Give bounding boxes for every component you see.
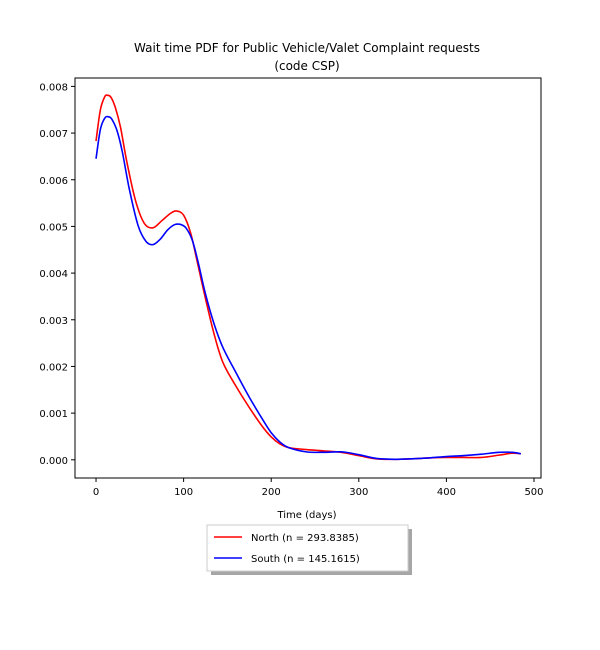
y-tick-label: 0.007 bbox=[39, 129, 68, 140]
y-tick-label: 0.003 bbox=[39, 316, 68, 327]
y-tick-label: 0.001 bbox=[39, 409, 68, 420]
plot-lines bbox=[95, 94, 521, 461]
series-line-south bbox=[95, 115, 521, 461]
y-tick-label: 0.006 bbox=[39, 176, 68, 187]
plot-area-frame bbox=[74, 77, 542, 479]
x-axis-ticks: 0 100 200 300 400 500 bbox=[93, 478, 544, 498]
chart-title-line1: Wait time PDF for Public Vehicle/Valet C… bbox=[134, 41, 480, 55]
x-tick-label: 500 bbox=[524, 487, 543, 498]
y-tick-label: 0.008 bbox=[39, 82, 68, 93]
legend-label-north: North (n = 293.8385) bbox=[251, 533, 359, 544]
y-tick-label: 0.000 bbox=[39, 456, 68, 467]
chart-title-line2: (code CSP) bbox=[274, 59, 339, 73]
legend-label-south: South (n = 145.1615) bbox=[251, 554, 360, 565]
x-tick-label: 100 bbox=[174, 487, 193, 498]
x-tick-label: 400 bbox=[437, 487, 456, 498]
y-tick-label: 0.004 bbox=[39, 269, 68, 280]
x-tick-label: 0 bbox=[93, 487, 99, 498]
x-tick-label: 200 bbox=[262, 487, 281, 498]
x-tick-label: 300 bbox=[349, 487, 368, 498]
y-tick-label: 0.005 bbox=[39, 222, 68, 233]
legend: North (n = 293.8385) South (n = 145.1615… bbox=[206, 524, 412, 575]
legend-box bbox=[206, 524, 409, 572]
x-axis-label: Time (days) bbox=[276, 510, 336, 521]
series-line-north bbox=[95, 94, 521, 461]
y-axis-ticks: 0.000 0.001 0.002 0.003 0.004 0.005 0.006 0.007… bbox=[39, 82, 75, 467]
y-tick-label: 0.002 bbox=[39, 362, 68, 373]
